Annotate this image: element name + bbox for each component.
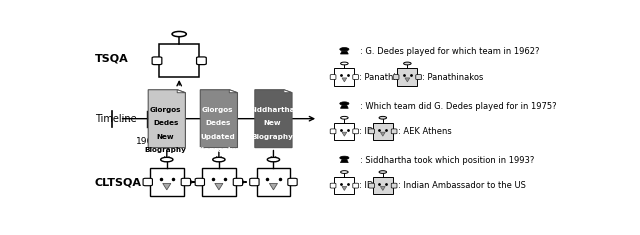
FancyBboxPatch shape xyxy=(288,178,297,186)
Circle shape xyxy=(404,62,411,65)
FancyBboxPatch shape xyxy=(353,183,358,188)
Polygon shape xyxy=(342,132,347,136)
Circle shape xyxy=(379,171,387,173)
Text: Dedes: Dedes xyxy=(205,120,230,126)
FancyBboxPatch shape xyxy=(335,123,355,140)
Circle shape xyxy=(172,31,186,37)
Polygon shape xyxy=(215,183,223,190)
Polygon shape xyxy=(163,183,171,190)
FancyBboxPatch shape xyxy=(257,168,291,196)
Text: Biography: Biography xyxy=(252,134,293,140)
Text: : IDK: : IDK xyxy=(359,127,379,136)
Circle shape xyxy=(340,171,348,173)
Circle shape xyxy=(340,47,349,51)
FancyBboxPatch shape xyxy=(335,177,355,194)
FancyBboxPatch shape xyxy=(391,129,397,134)
Text: : Panathinakos: : Panathinakos xyxy=(422,73,484,82)
Text: : G. Dedes played for which team in 1962?: : G. Dedes played for which team in 1962… xyxy=(360,47,540,56)
FancyBboxPatch shape xyxy=(150,168,184,196)
Text: : IDK: : IDK xyxy=(359,181,379,190)
Polygon shape xyxy=(380,132,385,136)
Text: ...: ... xyxy=(117,114,132,124)
Circle shape xyxy=(340,116,348,119)
FancyBboxPatch shape xyxy=(330,129,336,134)
Text: : Indian Ambassador to the US: : Indian Ambassador to the US xyxy=(397,181,525,190)
FancyBboxPatch shape xyxy=(233,178,243,186)
Text: : Panathinakos: : Panathinakos xyxy=(359,73,420,82)
FancyBboxPatch shape xyxy=(353,129,358,134)
Circle shape xyxy=(268,157,280,162)
Polygon shape xyxy=(229,90,237,93)
FancyBboxPatch shape xyxy=(196,57,206,65)
Text: New: New xyxy=(157,134,174,140)
FancyBboxPatch shape xyxy=(143,178,152,186)
FancyBboxPatch shape xyxy=(159,44,199,77)
Polygon shape xyxy=(148,90,186,148)
FancyBboxPatch shape xyxy=(330,75,336,79)
Text: 1960: 1960 xyxy=(136,137,159,146)
Polygon shape xyxy=(255,90,292,148)
FancyBboxPatch shape xyxy=(397,68,417,86)
Text: Biography: Biography xyxy=(196,147,239,153)
Polygon shape xyxy=(405,78,410,82)
Text: : AEK Athens: : AEK Athens xyxy=(397,127,451,136)
FancyBboxPatch shape xyxy=(335,68,355,86)
Text: Siddhartha: Siddhartha xyxy=(250,107,295,113)
Text: : Siddhartha took which position in 1993?: : Siddhartha took which position in 1993… xyxy=(360,156,534,165)
Text: TSQA: TSQA xyxy=(95,54,129,64)
FancyBboxPatch shape xyxy=(373,177,393,194)
FancyBboxPatch shape xyxy=(353,75,358,79)
Circle shape xyxy=(379,116,387,119)
Polygon shape xyxy=(284,90,292,93)
Polygon shape xyxy=(177,90,186,93)
Circle shape xyxy=(340,102,349,105)
Polygon shape xyxy=(380,187,385,190)
Text: 1980: 1980 xyxy=(200,137,223,146)
Text: Biography: Biography xyxy=(145,147,186,153)
Text: Giorgos: Giorgos xyxy=(202,107,234,113)
FancyBboxPatch shape xyxy=(202,168,236,196)
FancyBboxPatch shape xyxy=(369,183,374,188)
Polygon shape xyxy=(269,183,278,190)
FancyBboxPatch shape xyxy=(416,75,422,79)
Text: CLTSQA: CLTSQA xyxy=(95,177,142,187)
Polygon shape xyxy=(340,106,348,108)
Circle shape xyxy=(340,62,348,65)
Text: Updated: Updated xyxy=(200,134,235,140)
Circle shape xyxy=(340,156,349,160)
Text: : Which team did G. Dedes played for in 1975?: : Which team did G. Dedes played for in … xyxy=(360,102,557,110)
Polygon shape xyxy=(340,51,348,54)
FancyBboxPatch shape xyxy=(393,75,399,79)
Polygon shape xyxy=(342,187,347,190)
Polygon shape xyxy=(342,78,347,82)
Text: New: New xyxy=(264,120,281,126)
FancyBboxPatch shape xyxy=(373,123,393,140)
Polygon shape xyxy=(340,160,348,163)
Text: 2000: 2000 xyxy=(260,137,282,146)
FancyBboxPatch shape xyxy=(369,129,374,134)
FancyBboxPatch shape xyxy=(330,183,336,188)
FancyBboxPatch shape xyxy=(181,178,191,186)
FancyBboxPatch shape xyxy=(152,57,162,65)
FancyBboxPatch shape xyxy=(195,178,205,186)
Text: Dedes: Dedes xyxy=(153,120,179,126)
Circle shape xyxy=(212,157,225,162)
Polygon shape xyxy=(200,90,237,148)
Circle shape xyxy=(161,157,173,162)
Text: Giorgos: Giorgos xyxy=(150,107,181,113)
FancyBboxPatch shape xyxy=(250,178,259,186)
Text: Timeline: Timeline xyxy=(95,114,136,124)
FancyBboxPatch shape xyxy=(391,183,397,188)
